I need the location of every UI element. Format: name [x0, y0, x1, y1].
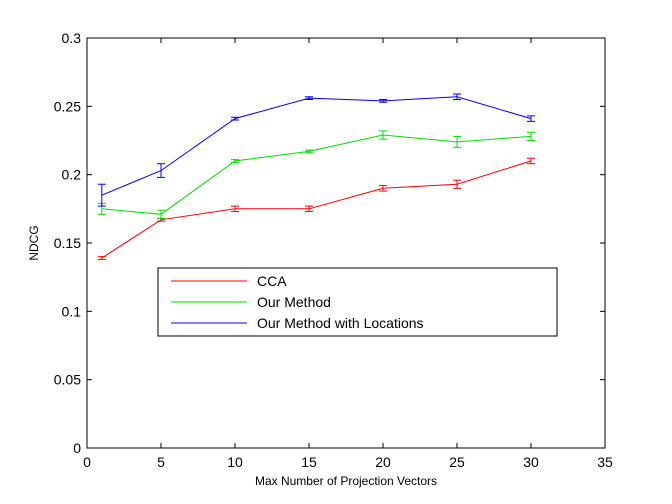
y-tick-label: 0.05: [54, 372, 81, 388]
y-axis-label: NDCG: [27, 225, 41, 260]
series-1: [97, 157, 535, 260]
x-tick-label: 30: [523, 454, 539, 470]
legend-label: Our Method with Locations: [257, 315, 424, 331]
x-tick-label: 0: [83, 454, 91, 470]
ticks-layer: 0 5 10 15 20 25 30 35 0 0.05 0.1 0.15 0.2 0.25 0.3: [54, 30, 613, 470]
x-tick-label: 5: [157, 454, 165, 470]
y-tick-label: 0.3: [62, 30, 82, 46]
x-tick-label: 35: [597, 454, 613, 470]
x-axis-label: Max Number of Projection Vectors: [255, 474, 437, 488]
series-2: [97, 130, 535, 219]
series-layer: [97, 93, 535, 260]
legend: CCA Our Method Our Method with Locations: [157, 267, 558, 337]
y-tick-label: 0.1: [62, 303, 82, 319]
series-3: [97, 93, 535, 207]
y-tick-label: 0.2: [62, 167, 82, 183]
legend-label: Our Method: [257, 294, 331, 310]
y-tick-label: 0.25: [54, 98, 81, 114]
x-tick-label: 25: [449, 454, 465, 470]
plot-area: [86, 37, 606, 449]
legend-label: CCA: [257, 273, 287, 289]
y-tick-label: 0: [73, 440, 81, 456]
x-tick-label: 15: [301, 454, 317, 470]
y-tick-label: 0.15: [54, 235, 81, 251]
x-tick-label: 20: [375, 454, 391, 470]
x-tick-label: 10: [227, 454, 243, 470]
